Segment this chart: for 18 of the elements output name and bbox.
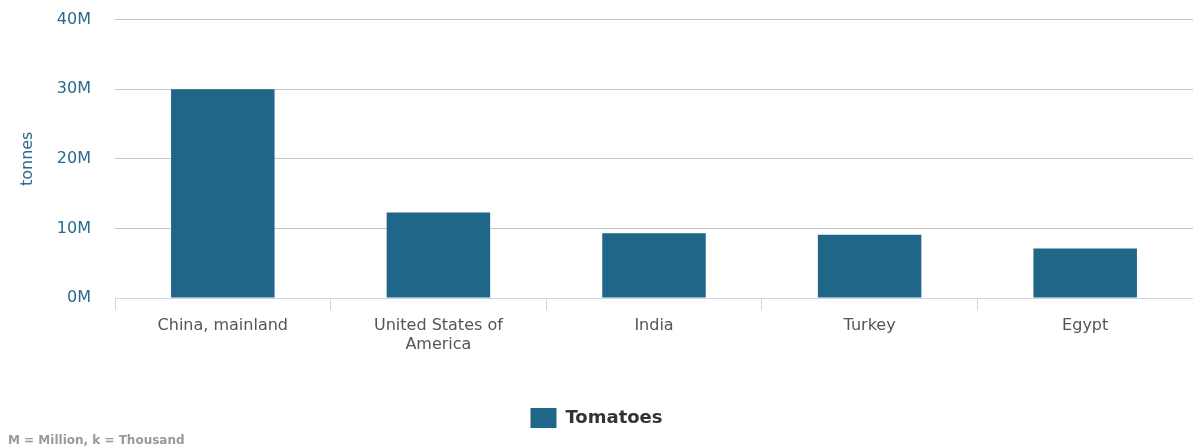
y-tick-label: 20M — [56, 147, 91, 167]
bar — [817, 234, 922, 298]
bar — [602, 233, 706, 298]
bar — [1033, 248, 1137, 298]
y-tick-label: 30M — [56, 78, 91, 98]
x-tick-label: India — [634, 314, 674, 334]
bar — [386, 212, 491, 298]
y-tick-label: 0M — [67, 287, 91, 307]
y-tick-label: 40M — [56, 8, 91, 28]
x-tick-label: United States of America — [373, 314, 504, 353]
x-tick-label: Egypt — [1062, 314, 1109, 334]
y-axis-title: tonnes — [16, 131, 36, 187]
x-tick-label: China, mainland — [157, 314, 288, 334]
x-tick-label: Turkey — [842, 314, 896, 334]
legend-label: Tomatoes — [565, 405, 663, 427]
bar — [171, 89, 275, 298]
text: M = Million, k = Thousand — [8, 433, 185, 447]
y-tick-label: 10M — [56, 217, 91, 237]
